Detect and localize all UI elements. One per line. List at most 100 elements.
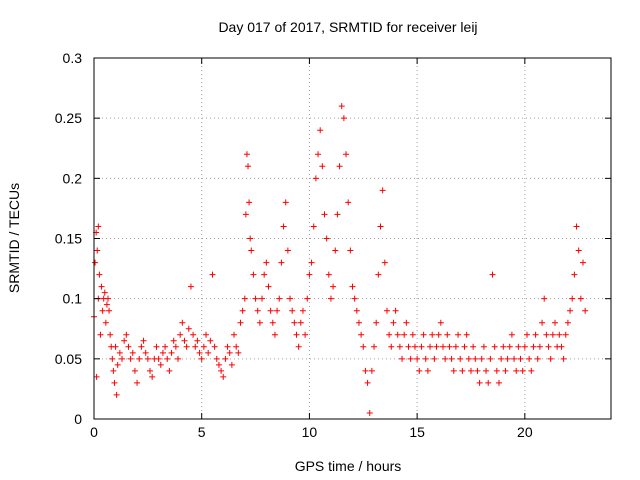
data-point (222, 355, 229, 362)
data-point (259, 295, 266, 302)
data-point (200, 343, 207, 350)
grid (94, 58, 611, 419)
data-point (420, 331, 427, 338)
data-point (493, 367, 500, 374)
data-point (159, 349, 166, 356)
data-point (187, 283, 194, 290)
data-point (508, 331, 515, 338)
y-tick-label: 0.25 (55, 110, 82, 126)
data-point (405, 343, 412, 350)
data-point (242, 211, 249, 218)
data-point (181, 337, 188, 344)
data-point (347, 247, 354, 254)
data-point (399, 355, 406, 362)
data-point (427, 343, 434, 350)
data-point (276, 295, 283, 302)
data-point (416, 367, 423, 374)
data-point (103, 301, 110, 308)
data-point (129, 349, 136, 356)
data-point (175, 355, 182, 362)
data-point (442, 355, 449, 362)
data-point (172, 343, 179, 350)
data-point (334, 211, 341, 218)
data-point (310, 223, 317, 230)
data-point (480, 343, 487, 350)
data-point (185, 325, 192, 332)
data-point (327, 295, 334, 302)
data-point (431, 355, 438, 362)
data-point (282, 199, 289, 206)
data-point (411, 343, 418, 350)
data-point (299, 307, 306, 314)
data-point (317, 127, 324, 134)
data-point (101, 289, 108, 296)
data-point (107, 331, 114, 338)
data-point (392, 307, 399, 314)
data-point (271, 331, 278, 338)
data-point (267, 307, 274, 314)
data-point (114, 361, 121, 368)
data-point (99, 307, 106, 314)
data-point (439, 343, 446, 350)
data-point (435, 331, 442, 338)
data-point (183, 343, 190, 350)
data-point (330, 283, 337, 290)
data-point (198, 355, 205, 362)
data-point (226, 349, 233, 356)
data-point (381, 259, 388, 266)
data-point (164, 355, 171, 362)
data-point (97, 331, 104, 338)
data-point (452, 343, 459, 350)
data-point (247, 235, 254, 242)
data-point (558, 343, 565, 350)
data-point (205, 349, 212, 356)
data-point (147, 367, 154, 374)
data-point (513, 367, 520, 374)
data-point (444, 331, 451, 338)
data-point (248, 247, 255, 254)
data-point (437, 319, 444, 326)
data-point (168, 349, 175, 356)
data-point (149, 373, 156, 380)
data-point (418, 343, 425, 350)
data-point (265, 283, 272, 290)
chart-title: Day 017 of 2017, SRMTID for receiver lei… (218, 19, 477, 35)
x-tick-label: 0 (90, 424, 98, 440)
data-point (433, 343, 440, 350)
data-point (111, 379, 118, 386)
data-point (474, 367, 481, 374)
data-point (192, 343, 199, 350)
data-point (116, 349, 123, 356)
data-point (560, 355, 567, 362)
data-point (325, 271, 332, 278)
data-point (448, 355, 455, 362)
data-points (91, 103, 589, 416)
data-point (293, 331, 300, 338)
data-point (498, 355, 505, 362)
data-point (106, 307, 113, 314)
data-point (203, 331, 210, 338)
data-point (579, 259, 586, 266)
data-point (336, 163, 343, 170)
data-point (551, 319, 558, 326)
data-point (345, 199, 352, 206)
data-point (218, 367, 225, 374)
data-point (491, 343, 498, 350)
data-point (545, 343, 552, 350)
data-point (170, 337, 177, 344)
data-point (323, 235, 330, 242)
data-point (446, 343, 453, 350)
data-point (312, 175, 319, 182)
data-point (297, 319, 304, 326)
data-point (467, 367, 474, 374)
data-point (353, 307, 360, 314)
data-point (105, 295, 112, 302)
data-point (450, 367, 457, 374)
data-point (280, 223, 287, 230)
data-point (530, 343, 537, 350)
x-tick-label: 5 (198, 424, 206, 440)
data-point (125, 343, 132, 350)
data-point (254, 307, 261, 314)
data-point (228, 361, 235, 368)
